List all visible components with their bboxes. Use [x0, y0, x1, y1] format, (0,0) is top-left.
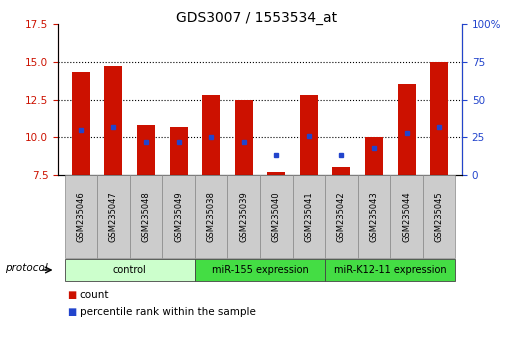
- Bar: [170, 127, 188, 175]
- Text: GSM235049: GSM235049: [174, 191, 183, 242]
- Bar: [332, 167, 350, 175]
- Text: GSM235043: GSM235043: [369, 191, 379, 242]
- Text: GSM235044: GSM235044: [402, 191, 411, 242]
- Text: protocol: protocol: [5, 263, 48, 273]
- Bar: [72, 72, 90, 175]
- Bar: [430, 62, 448, 175]
- Text: GSM235042: GSM235042: [337, 191, 346, 242]
- Text: percentile rank within the sample: percentile rank within the sample: [80, 307, 255, 317]
- Bar: [267, 172, 285, 175]
- Text: GSM235038: GSM235038: [207, 191, 215, 242]
- Text: control: control: [113, 265, 147, 275]
- Bar: [365, 137, 383, 175]
- Text: count: count: [80, 290, 109, 300]
- Text: GSM235040: GSM235040: [272, 191, 281, 242]
- Bar: [235, 99, 253, 175]
- Text: GSM235047: GSM235047: [109, 191, 118, 242]
- Text: GDS3007 / 1553534_at: GDS3007 / 1553534_at: [176, 11, 337, 25]
- Text: miR-K12-11 expression: miR-K12-11 expression: [334, 265, 447, 275]
- Text: GSM235045: GSM235045: [435, 191, 444, 242]
- Bar: [137, 125, 155, 175]
- Text: ■: ■: [67, 290, 76, 300]
- Text: ■: ■: [67, 307, 76, 317]
- Bar: [105, 66, 122, 175]
- Text: GSM235041: GSM235041: [304, 191, 313, 242]
- Text: miR-155 expression: miR-155 expression: [212, 265, 308, 275]
- Text: GSM235048: GSM235048: [142, 191, 150, 242]
- Bar: [398, 84, 416, 175]
- Bar: [300, 95, 318, 175]
- Text: GSM235046: GSM235046: [76, 191, 85, 242]
- Text: GSM235039: GSM235039: [239, 191, 248, 242]
- Bar: [202, 95, 220, 175]
